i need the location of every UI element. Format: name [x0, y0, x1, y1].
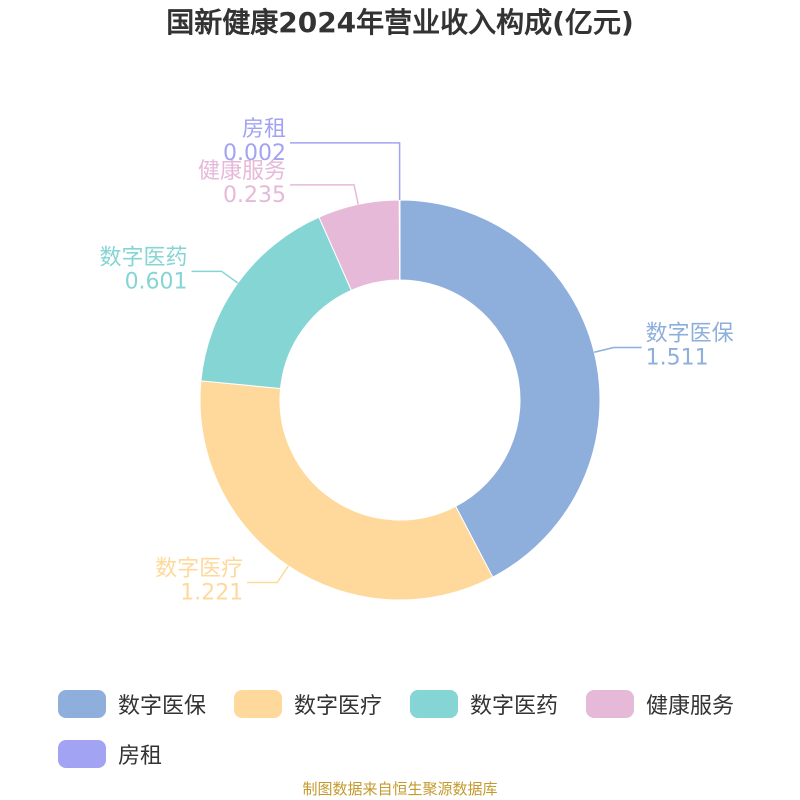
legend-item[interactable]: 数字医疗	[234, 690, 383, 719]
legend-label: 数字医药	[470, 694, 559, 719]
value-label: 0.235	[223, 183, 286, 208]
value-label: 1.221	[180, 581, 243, 606]
legend-item[interactable]: 数字医保	[58, 690, 207, 719]
value-label: 0.601	[125, 269, 188, 294]
slice-label: 健康服务	[198, 159, 286, 184]
value-label: 0.002	[223, 141, 286, 166]
legend-label: 房租	[118, 744, 163, 769]
legend-label: 数字医保	[118, 694, 207, 719]
slice-label: 数字医药	[100, 245, 188, 270]
leader-line	[191, 270, 239, 284]
legend-swatch	[234, 690, 283, 718]
legend-item[interactable]: 数字医药	[410, 690, 559, 719]
slice	[199, 380, 494, 601]
leader-line	[594, 346, 642, 353]
leader-line	[290, 142, 401, 201]
slice-label: 数字医保	[646, 321, 734, 346]
legend-swatch	[586, 690, 635, 718]
chart-title: 国新健康2024年营业收入构成(亿元)	[166, 6, 634, 39]
slice	[398, 199, 401, 281]
value-label: 1.511	[646, 345, 709, 370]
legend-swatch	[410, 690, 459, 718]
legend-item[interactable]: 健康服务	[586, 690, 735, 719]
legend-swatch	[58, 690, 106, 718]
leader-line	[247, 565, 289, 584]
leader-line	[290, 184, 359, 205]
legend-swatch	[58, 740, 106, 768]
legend-label: 数字医疗	[294, 694, 383, 719]
legend: 数字医保 数字医疗 数字医药 健康服务房租	[58, 690, 778, 769]
slice-label: 房租	[242, 117, 286, 142]
slice-label: 数字医疗	[155, 557, 243, 582]
slice	[399, 199, 601, 578]
slice	[200, 216, 353, 390]
source-note: 制图数据来自恒生聚源数据库	[302, 780, 498, 798]
legend-item[interactable]: 房租	[58, 740, 163, 769]
legend-label: 健康服务	[646, 694, 735, 719]
